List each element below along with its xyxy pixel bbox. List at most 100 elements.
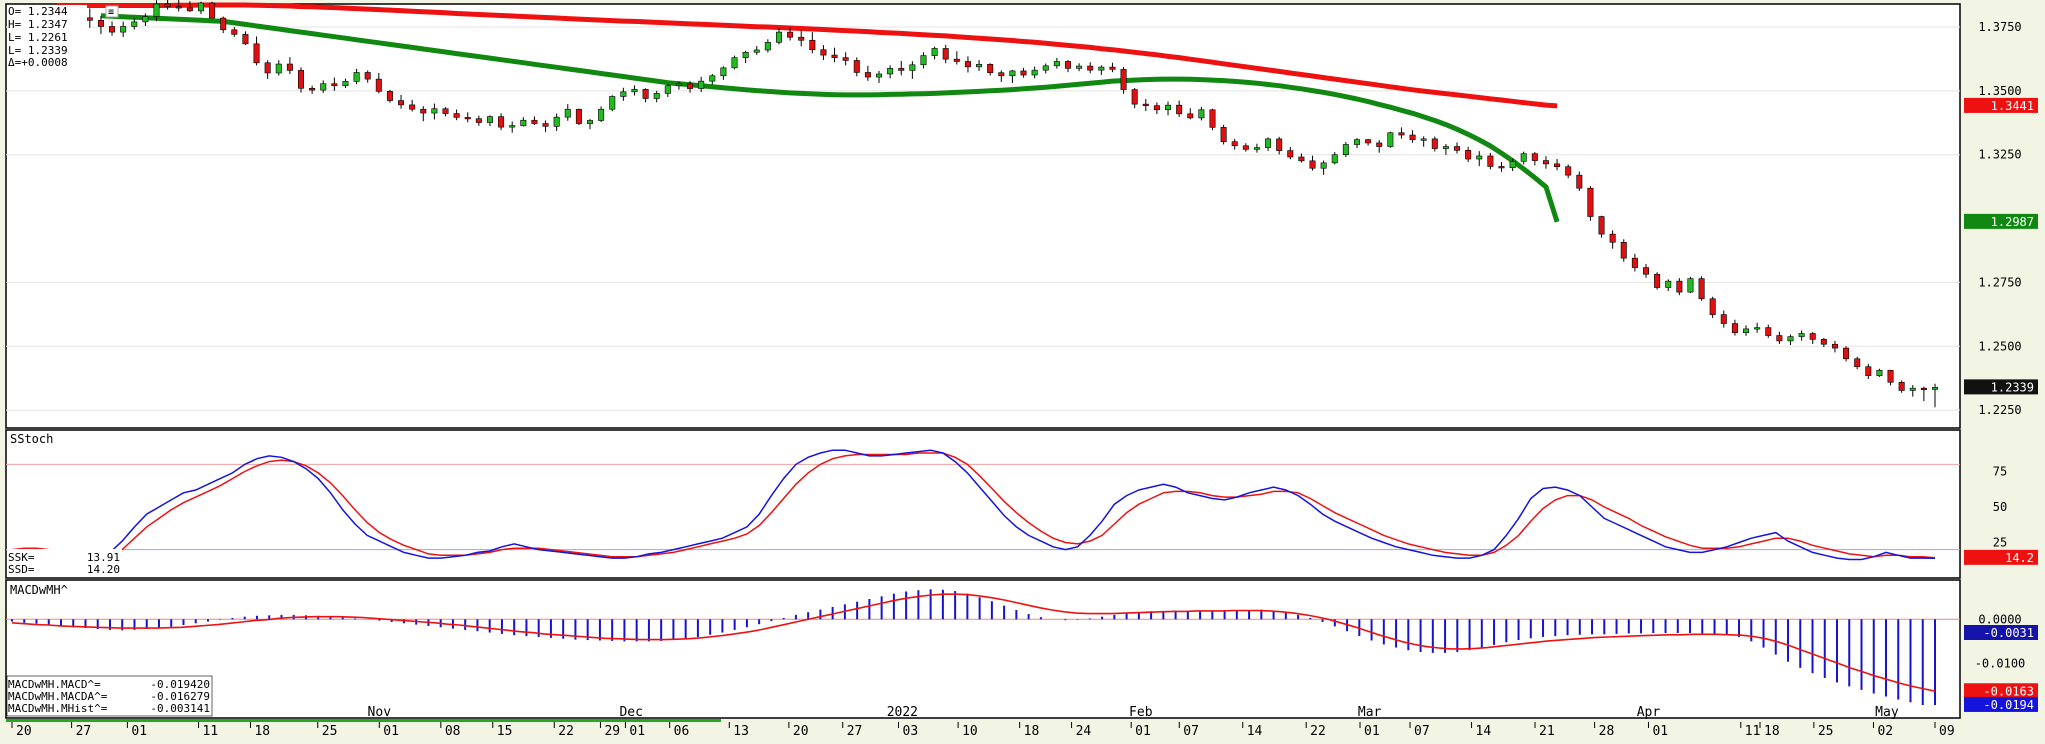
price-tick-label: 1.2750 xyxy=(1978,275,2021,289)
candle-down xyxy=(1843,347,1850,360)
candle-down xyxy=(1920,387,1927,390)
menu-button[interactable] xyxy=(105,5,119,18)
time-label: 21 xyxy=(1539,724,1555,739)
candle-down xyxy=(409,104,416,110)
candle-down xyxy=(987,63,994,74)
stoch-line-ssd xyxy=(11,452,1936,561)
candle-up xyxy=(197,2,204,12)
time-label: 02 xyxy=(1877,724,1893,739)
candle-up xyxy=(1076,65,1083,69)
candle-down xyxy=(1654,273,1661,288)
candle-up xyxy=(1320,162,1327,169)
candle-up xyxy=(353,72,360,82)
price-tick-label: 1.3250 xyxy=(1978,148,2021,162)
candle-down xyxy=(1487,155,1494,167)
candle-down xyxy=(842,57,849,61)
time-label: 01 xyxy=(131,724,147,739)
candle-down xyxy=(375,78,382,92)
stoch-line-ssk xyxy=(11,449,1936,564)
macd-tag-histogram-bg xyxy=(1964,624,2038,640)
time-label: 28 xyxy=(1599,724,1615,739)
candle-down xyxy=(398,100,405,106)
candle-up xyxy=(1798,333,1805,337)
ohlc-low: L= 1.2261 xyxy=(8,31,68,44)
candle-up xyxy=(275,63,282,74)
ohlc-readout: O= 1.2344 H= 1.2347 L= 1.2261 L= 1.2339 … xyxy=(7,5,119,69)
candle-down xyxy=(1454,146,1461,151)
candle-up xyxy=(1098,66,1105,71)
candle-up xyxy=(1253,147,1260,150)
time-label: 27 xyxy=(76,724,92,739)
candle-down xyxy=(1898,381,1905,391)
time-label: 01 xyxy=(1135,724,1151,739)
macd-readout-bg xyxy=(6,675,213,717)
macd-panel[interactable]: 0.0000 -0.0100 MACDwMH^ MACDwMH.MACD^= -0… xyxy=(5,579,2038,719)
candle-up xyxy=(1420,138,1427,141)
candle-down xyxy=(1109,66,1116,70)
candle-down xyxy=(1631,257,1638,268)
candle-up xyxy=(1165,104,1172,111)
time-label-major: Apr xyxy=(1637,705,1661,720)
time-label: 18 xyxy=(1024,724,1040,739)
stoch-plot-area xyxy=(5,429,1961,579)
candle-down xyxy=(898,68,905,71)
candle-up xyxy=(142,16,149,23)
candle-down xyxy=(364,72,371,80)
time-label-major: Dec xyxy=(619,705,642,720)
candle-down xyxy=(475,118,482,123)
ma-fast-line xyxy=(100,13,1560,223)
candle-up xyxy=(131,21,138,27)
time-label: 27 xyxy=(847,724,863,739)
candle-down xyxy=(1598,216,1605,235)
time-label: 20 xyxy=(793,724,809,739)
time-label: 01 xyxy=(1364,724,1380,739)
candle-down xyxy=(1209,109,1216,128)
time-label: 13 xyxy=(733,724,749,739)
candle-down xyxy=(86,17,93,21)
price-panel[interactable]: 1.3750 1.3500 1.3250 1.2750 1.2500 1.2250 1.3… xyxy=(5,0,2038,429)
candle-up xyxy=(564,108,571,118)
candle-up xyxy=(1909,387,1916,391)
time-label: 01 xyxy=(383,724,399,739)
candle-down xyxy=(453,113,460,118)
ohlc-last: L= 1.2339 xyxy=(8,44,68,57)
candle-down xyxy=(1765,327,1772,336)
stoch-title: SStoch xyxy=(10,432,53,446)
candle-up xyxy=(1342,144,1349,155)
candle-up xyxy=(1442,146,1449,149)
time-label: 09 xyxy=(1939,724,1955,739)
stochastic-panel[interactable]: 75 50 25 SStoch SSK= 13.91 SSD= 14.20 14.2 xyxy=(5,429,2038,579)
candle-up xyxy=(1031,69,1038,76)
candle-down xyxy=(1276,138,1283,151)
candle-up xyxy=(509,125,516,128)
candle-up xyxy=(1009,70,1016,77)
candle-down xyxy=(1831,343,1838,349)
candle-down xyxy=(309,87,316,91)
candle-up xyxy=(720,67,727,77)
price-tag-ma-slow: 1.3441 xyxy=(1991,99,2034,113)
candle-up xyxy=(598,108,605,121)
candle-up xyxy=(675,83,682,87)
candle-up xyxy=(120,26,127,33)
time-label: 10 xyxy=(962,724,978,739)
mhist-value: -0.003141 xyxy=(150,702,210,715)
candle-up xyxy=(486,116,493,123)
candle-up xyxy=(1743,328,1750,334)
candle-down xyxy=(687,83,694,89)
candle-down xyxy=(1231,141,1238,147)
candle-down xyxy=(264,62,271,74)
candle-up xyxy=(742,51,749,58)
candle-down xyxy=(1409,134,1416,140)
candle-down xyxy=(1365,139,1372,144)
candle-down xyxy=(498,116,505,128)
ssk-value: 13.91 xyxy=(87,551,120,564)
candle-down xyxy=(1809,333,1816,340)
candle-down xyxy=(575,108,582,124)
time-scrollbar[interactable] xyxy=(6,719,721,722)
macd-value-tags: -0.0031 -0.0163-0.0194 xyxy=(1964,624,2038,712)
mhist-label: MACDwMH.MHist^= xyxy=(8,702,108,715)
time-label: 07 xyxy=(1414,724,1430,739)
